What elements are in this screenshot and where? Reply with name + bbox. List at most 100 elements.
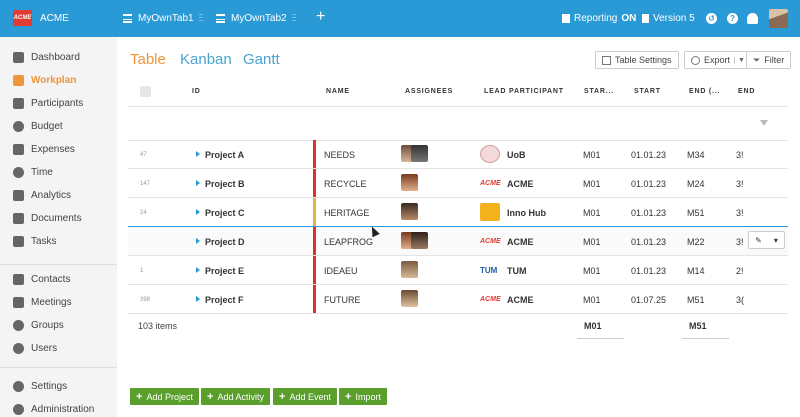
chevron-down-icon[interactable]: ▾ (773, 235, 778, 245)
sidebar-item-label: Analytics (31, 190, 72, 201)
history-icon[interactable]: ↺ (706, 13, 717, 24)
sidebar-item-label: Users (31, 343, 58, 354)
add-activity-button[interactable]: + Add Activity (201, 388, 270, 405)
sidebar-item-administration[interactable]: Administration (13, 404, 94, 415)
expand-arrow-icon[interactable] (196, 151, 200, 157)
table-row[interactable]: 1 Project E IDEAEU TUM TUM M01 01.01.23 … (128, 256, 788, 284)
sidebar-item-analytics[interactable]: Analytics (13, 190, 71, 201)
expand-arrow-icon[interactable] (196, 296, 200, 302)
assignee-avatar[interactable] (401, 290, 418, 307)
header-assignees[interactable]: ASSIGNEES (405, 88, 454, 95)
project-name[interactable]: Project C (205, 208, 245, 218)
plus-icon: + (345, 390, 352, 403)
row-actions[interactable]: ✎ ▾ (748, 231, 785, 249)
import-button[interactable]: + Import (339, 388, 387, 405)
edit-icon[interactable]: ✎ (755, 235, 762, 245)
row-id: 24 (140, 210, 147, 216)
end-month-cell: M24 (687, 179, 705, 189)
header-lead-participant[interactable]: LEAD PARTICIPANT (484, 88, 564, 95)
start-cell: 01.07.25 (631, 295, 667, 305)
sidebar-item-groups[interactable]: Groups (13, 320, 64, 331)
table-row[interactable]: 24 Project C HERITAGE Inno Hub M01 01.01… (128, 198, 788, 226)
tab-gantt[interactable]: Gantt (243, 51, 280, 68)
meetings-icon (13, 297, 24, 308)
assignee-avatar[interactable] (411, 232, 428, 249)
column-filter-icon[interactable] (760, 120, 768, 126)
plus-icon: + (136, 390, 143, 403)
project-name[interactable]: Project E (205, 266, 245, 276)
reporting-toggle[interactable]: Reporting ON (562, 13, 636, 24)
expand-arrow-icon[interactable] (196, 238, 200, 244)
assignee-avatar[interactable] (401, 174, 418, 191)
filter-button[interactable]: ⏷ Filter (746, 51, 792, 69)
status-bar (313, 140, 316, 168)
acme-logo: ACME (480, 180, 501, 187)
header-start[interactable]: START (634, 88, 661, 95)
footer-end-summary: M51 (689, 321, 707, 331)
tum-logo: TUM (480, 266, 498, 275)
tab-myowntab1[interactable]: MyOwnTab1 (123, 13, 194, 24)
tab-table[interactable]: Table (130, 51, 166, 68)
acronym-cell: FUTURE (324, 295, 361, 305)
header-id[interactable]: ID (192, 88, 201, 95)
help-icon[interactable]: ? (727, 13, 738, 24)
tab-kanban[interactable]: Kanban (180, 51, 232, 68)
header-end[interactable]: END (738, 88, 756, 95)
version-selector[interactable]: Version 5 (642, 13, 695, 24)
sidebar-item-users[interactable]: Users (13, 343, 57, 354)
workplan-icon (13, 75, 24, 86)
expenses-icon (13, 144, 24, 155)
sidebar-item-dashboard[interactable]: Dashboard (13, 52, 80, 63)
export-button[interactable]: Export ▼ (684, 51, 752, 69)
table-row[interactable]: 47 Project A NEEDS UoB M01 01.01.23 M34 … (128, 140, 788, 168)
sidebar-item-time[interactable]: Time (13, 167, 53, 178)
sidebar-item-tasks[interactable]: Tasks (13, 236, 57, 247)
sidebar-item-settings[interactable]: Settings (13, 381, 67, 392)
assignee-avatar[interactable] (401, 203, 418, 220)
sidebar-item-budget[interactable]: Budget (13, 121, 63, 132)
tab-myowntab2[interactable]: MyOwnTab2 (216, 13, 287, 24)
header-star[interactable]: STAR... (584, 88, 614, 95)
drag-handle-icon[interactable] (199, 14, 203, 23)
add-tab-icon[interactable]: + (316, 8, 326, 25)
add-event-button[interactable]: + Add Event (273, 388, 337, 405)
participants-icon (13, 98, 24, 109)
app-name[interactable]: ACME (40, 13, 69, 24)
sidebar-item-participants[interactable]: Participants (13, 98, 83, 109)
project-name[interactable]: Project B (205, 179, 245, 189)
sidebar-item-meetings[interactable]: Meetings (13, 297, 72, 308)
end-cell: 3( (736, 295, 745, 305)
project-name[interactable]: Project A (205, 150, 245, 160)
header-end-paren[interactable]: END (... (689, 88, 721, 95)
expand-arrow-icon[interactable] (196, 180, 200, 186)
project-name[interactable]: Project F (205, 295, 244, 305)
table-settings-button[interactable]: Table Settings (595, 51, 679, 69)
user-avatar[interactable] (769, 9, 788, 28)
sidebar-item-expenses[interactable]: Expenses (13, 144, 75, 155)
select-all-checkbox[interactable] (140, 86, 151, 97)
table-row[interactable]: Project D LEAPFROG ACME ACME M01 01.01.2… (128, 227, 788, 255)
sidebar-item-documents[interactable]: Documents (13, 213, 82, 224)
sidebar-divider (0, 367, 117, 368)
chevron-down-icon[interactable]: ▼ (734, 56, 745, 64)
users-icon (13, 343, 24, 354)
acme-logo[interactable]: ACME (13, 10, 32, 26)
table-row[interactable]: 398 Project F FUTURE ACME ACME M01 01.07… (128, 285, 788, 313)
assignee-avatar[interactable] (401, 261, 418, 278)
drag-handle-icon[interactable] (292, 14, 296, 23)
table-icon (123, 14, 132, 23)
project-name[interactable]: Project D (205, 237, 245, 247)
status-bar (313, 256, 316, 284)
header-name[interactable]: NAME (326, 88, 350, 95)
bell-icon[interactable] (747, 13, 758, 24)
expand-arrow-icon[interactable] (196, 267, 200, 273)
acronym-cell: HERITAGE (324, 208, 370, 218)
add-project-button[interactable]: + Add Project (130, 388, 199, 405)
assignee-avatar[interactable] (411, 145, 428, 162)
expand-arrow-icon[interactable] (196, 209, 200, 215)
table-row[interactable]: 147 Project B RECYCLE ACME ACME M01 01.0… (128, 169, 788, 197)
tab-label: MyOwnTab1 (138, 13, 194, 24)
sidebar-item-contacts[interactable]: Contacts (13, 274, 70, 285)
table-icon (216, 14, 225, 23)
sidebar-item-workplan[interactable]: Workplan (13, 75, 76, 86)
